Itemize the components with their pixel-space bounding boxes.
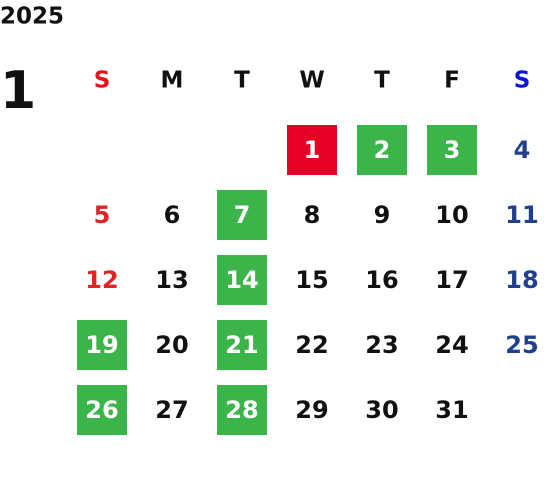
day: 11 xyxy=(505,201,538,229)
day: 21 xyxy=(225,331,258,359)
day: 12 xyxy=(85,266,118,294)
day: 16 xyxy=(365,266,398,294)
day: 24 xyxy=(435,331,468,359)
day: 19 xyxy=(85,331,118,359)
weekday-header: S xyxy=(94,68,111,94)
day: 30 xyxy=(365,396,398,424)
day-highlight xyxy=(217,255,267,305)
day: 27 xyxy=(155,396,188,424)
day: 15 xyxy=(295,266,328,294)
day: 18 xyxy=(505,266,538,294)
day: 26 xyxy=(85,396,118,424)
day: 28 xyxy=(225,396,258,424)
weekday-header: T xyxy=(234,68,250,94)
weekday-header: M xyxy=(161,68,184,94)
day-highlight xyxy=(217,320,267,370)
month: 1 xyxy=(0,61,36,121)
weekday-header: S xyxy=(514,68,531,94)
day-highlight xyxy=(287,125,337,175)
weekday-header: T xyxy=(374,68,390,94)
day-highlight xyxy=(427,125,477,175)
year: 2025 xyxy=(0,4,64,30)
day-highlight xyxy=(217,190,267,240)
day: 5 xyxy=(94,201,111,229)
day: 29 xyxy=(295,396,328,424)
day: 22 xyxy=(295,331,328,359)
day: 23 xyxy=(365,331,398,359)
day: 3 xyxy=(444,136,461,164)
day: 25 xyxy=(505,331,538,359)
day: 13 xyxy=(155,266,188,294)
weekday-header: W xyxy=(299,68,324,94)
day: 10 xyxy=(435,201,468,229)
day-highlight xyxy=(217,385,267,435)
day: 17 xyxy=(435,266,468,294)
day-highlight xyxy=(77,385,127,435)
day-highlight xyxy=(77,320,127,370)
day: 4 xyxy=(514,136,531,164)
day-highlight xyxy=(357,125,407,175)
day: 31 xyxy=(435,396,468,424)
day: 6 xyxy=(164,201,181,229)
weekday-header: F xyxy=(444,68,460,94)
day: 8 xyxy=(304,201,321,229)
day: 14 xyxy=(225,266,258,294)
day: 9 xyxy=(374,201,391,229)
day: 20 xyxy=(155,331,188,359)
day: 7 xyxy=(234,201,251,229)
day: 1 xyxy=(304,136,321,164)
day: 2 xyxy=(374,136,391,164)
